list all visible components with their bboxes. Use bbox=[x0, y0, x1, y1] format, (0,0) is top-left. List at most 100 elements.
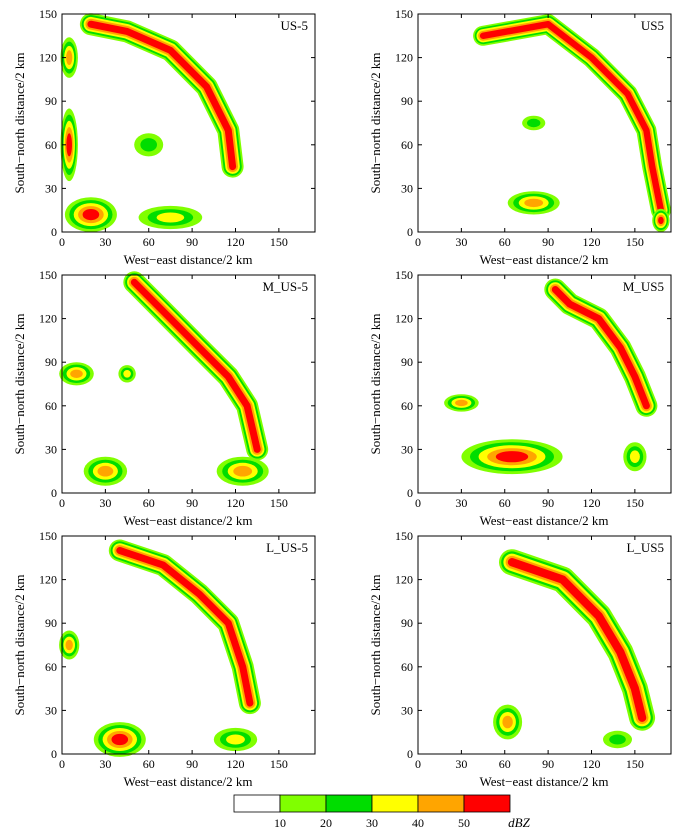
axis-ticks: 0 30 60 90 120 150 0 30 60 90 120 150 bbox=[39, 7, 315, 249]
reflectivity-field bbox=[444, 278, 658, 475]
y-tick-label: 90 bbox=[401, 355, 413, 369]
y-tick-label: 0 bbox=[407, 486, 413, 500]
echo-cell-level-20 bbox=[527, 118, 541, 128]
y-tick-label: 0 bbox=[407, 747, 413, 761]
y-axis-label: South−north distance/2 km bbox=[368, 53, 383, 194]
echo-cell-level-30 bbox=[156, 212, 185, 223]
echo-band-level-50 bbox=[116, 547, 254, 707]
x-axis-label: West−east distance/2 km bbox=[479, 513, 608, 528]
x-tick-label: 120 bbox=[226, 496, 244, 510]
x-tick-label: 120 bbox=[582, 235, 600, 249]
y-tick-label: 60 bbox=[45, 138, 57, 152]
x-axis-label: West−east distance/2 km bbox=[123, 252, 252, 267]
y-tick-label: 90 bbox=[45, 616, 57, 630]
echo-band-level-50 bbox=[87, 20, 237, 171]
echo-cell-level-40 bbox=[233, 465, 253, 477]
x-tick-label: 60 bbox=[499, 757, 511, 771]
y-tick-label: 30 bbox=[45, 703, 57, 717]
echo-band-level-50 bbox=[130, 278, 261, 453]
y-tick-label: 120 bbox=[395, 312, 413, 326]
panel-l-us-minus-5: L_US-5 0 30 60 90 120 150 0 30 60 90 120 150 West−e… bbox=[12, 529, 316, 789]
y-tick-label: 60 bbox=[401, 660, 413, 674]
colorbar-tick-label: 40 bbox=[412, 816, 424, 830]
panel-l-us5: L_US5 0 30 60 90 120 150 0 30 60 90 120 150 West−ea… bbox=[368, 529, 672, 789]
x-tick-label: 0 bbox=[415, 757, 421, 771]
echo-cell-level-30 bbox=[629, 450, 640, 463]
plot-frame bbox=[417, 13, 672, 233]
colorbar-swatches bbox=[233, 794, 511, 813]
colorbar-swatch-10 bbox=[279, 794, 327, 813]
x-tick-label: 0 bbox=[415, 496, 421, 510]
x-tick-label: 120 bbox=[582, 496, 600, 510]
echo-cell-level-40 bbox=[455, 399, 468, 407]
colorbar-tick-labels: 10 20 30 40 50 bbox=[274, 816, 470, 830]
echo-band-level-40 bbox=[128, 276, 263, 455]
y-tick-label: 60 bbox=[45, 399, 57, 413]
reflectivity-field bbox=[473, 14, 671, 232]
y-tick-label: 30 bbox=[45, 181, 57, 195]
x-tick-label: 90 bbox=[186, 496, 198, 510]
colorbar-swatch-0 bbox=[233, 794, 281, 813]
echo-cell-level-50 bbox=[111, 733, 129, 746]
panel-m-us-minus-5: M_US-5 0 30 60 90 120 150 0 30 60 90 120 150 West−e… bbox=[12, 268, 316, 528]
reflectivity-field bbox=[59, 539, 261, 757]
x-tick-label: 30 bbox=[455, 757, 467, 771]
colorbar-swatch-40 bbox=[417, 794, 465, 813]
y-tick-label: 120 bbox=[39, 573, 57, 587]
panel-us5: US5 0 30 60 90 120 150 0 30 60 90 120 150 West−east… bbox=[368, 7, 672, 267]
axis-ticks: 0 30 60 90 120 150 0 30 60 90 120 150 bbox=[395, 7, 671, 249]
reflectivity-field bbox=[493, 549, 656, 749]
y-tick-label: 150 bbox=[395, 7, 413, 21]
plot-frame bbox=[61, 274, 316, 494]
colorbar-tick-label: 10 bbox=[274, 816, 286, 830]
colorbar-unit: dBZ bbox=[508, 815, 530, 830]
y-axis-label: South−north distance/2 km bbox=[12, 575, 27, 716]
x-tick-label: 90 bbox=[186, 235, 198, 249]
echo-cell-level-40 bbox=[502, 715, 513, 729]
y-tick-label: 120 bbox=[395, 51, 413, 65]
y-tick-label: 90 bbox=[45, 94, 57, 108]
x-tick-label: 30 bbox=[455, 496, 467, 510]
x-tick-label: 0 bbox=[59, 235, 65, 249]
y-tick-label: 120 bbox=[39, 312, 57, 326]
echo-cell-level-20 bbox=[140, 138, 157, 152]
x-tick-label: 120 bbox=[226, 235, 244, 249]
plot-frame bbox=[61, 13, 316, 233]
echo-cell-level-40 bbox=[97, 465, 114, 477]
x-tick-label: 30 bbox=[99, 496, 111, 510]
x-tick-label: 30 bbox=[99, 235, 111, 249]
axis-ticks: 0 30 60 90 120 150 0 30 60 90 120 150 bbox=[39, 268, 315, 510]
x-tick-label: 0 bbox=[59, 496, 65, 510]
y-tick-label: 30 bbox=[401, 442, 413, 456]
panel-m-us5: M_US5 0 30 60 90 120 150 0 30 60 90 120 150 West−ea… bbox=[368, 268, 672, 528]
panel-title: US-5 bbox=[281, 18, 308, 33]
y-axis-label: South−north distance/2 km bbox=[12, 314, 27, 455]
y-axis-label: South−north distance/2 km bbox=[368, 314, 383, 455]
x-tick-label: 0 bbox=[415, 235, 421, 249]
y-tick-label: 90 bbox=[45, 355, 57, 369]
y-tick-label: 150 bbox=[395, 529, 413, 543]
plot-frame bbox=[417, 535, 672, 755]
y-tick-label: 90 bbox=[401, 616, 413, 630]
panel-title: M_US5 bbox=[623, 279, 664, 294]
panel-title: L_US-5 bbox=[266, 540, 308, 555]
y-tick-label: 0 bbox=[51, 747, 57, 761]
colorbar: 10 20 30 40 50 dBZ bbox=[233, 794, 531, 830]
x-tick-label: 120 bbox=[582, 757, 600, 771]
x-tick-label: 30 bbox=[455, 235, 467, 249]
x-tick-label: 0 bbox=[59, 757, 65, 771]
y-tick-label: 90 bbox=[401, 94, 413, 108]
x-tick-label: 150 bbox=[270, 235, 288, 249]
axis-ticks: 0 30 60 90 120 150 0 30 60 90 120 150 bbox=[395, 529, 671, 771]
colorbar-tick-label: 20 bbox=[320, 816, 332, 830]
colorbar-swatch-20 bbox=[325, 794, 373, 813]
x-tick-label: 150 bbox=[626, 235, 644, 249]
y-tick-label: 60 bbox=[401, 138, 413, 152]
echo-band-level-50 bbox=[551, 286, 650, 410]
colorbar-swatch-30 bbox=[371, 794, 419, 813]
x-tick-label: 150 bbox=[626, 496, 644, 510]
reflectivity-field bbox=[60, 13, 244, 233]
echo-cell-level-40 bbox=[70, 369, 83, 378]
echo-cell-level-30 bbox=[226, 734, 245, 745]
